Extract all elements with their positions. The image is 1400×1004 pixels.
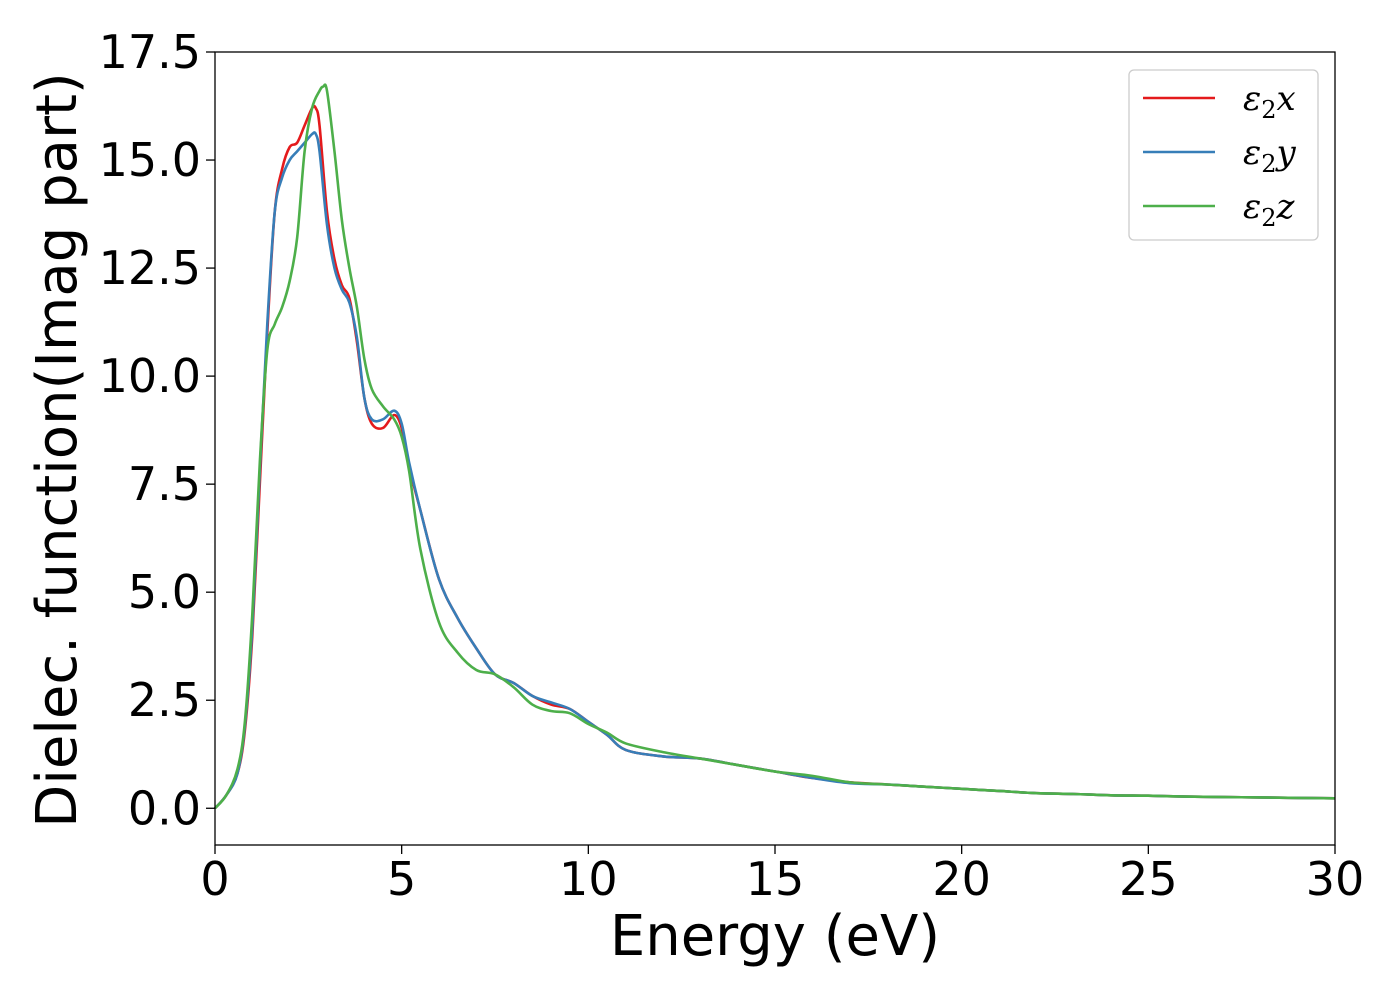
y-tick-label: 7.5 bbox=[128, 457, 201, 511]
y-tick-label: 15.0 bbox=[99, 133, 201, 187]
x-tick-label: 10 bbox=[559, 852, 618, 906]
x-tick-label: 25 bbox=[1119, 852, 1178, 906]
series-line-3 bbox=[214, 83, 1336, 810]
x-tick-label: 0 bbox=[200, 852, 229, 906]
y-tick-label: 2.5 bbox=[128, 673, 201, 727]
y-axis-title: Dielec. function(Imag part) bbox=[25, 72, 90, 828]
legend-label: ε2z bbox=[1243, 187, 1296, 232]
x-tick-label: 30 bbox=[1306, 852, 1365, 906]
x-tick-label: 15 bbox=[746, 852, 805, 906]
legend-box bbox=[1128, 69, 1319, 241]
y-axis: 0.0 2.5 5.0 7.5 10.0 12.5 15.0 17.5 bbox=[99, 25, 215, 835]
legend-label: ε2x bbox=[1243, 79, 1296, 124]
y-tick-label: 12.5 bbox=[99, 241, 201, 295]
y-tick-label: 10.0 bbox=[99, 349, 201, 403]
x-tick-label: 20 bbox=[932, 852, 991, 906]
legend-label: ε2y bbox=[1243, 133, 1297, 178]
series-layer bbox=[214, 83, 1336, 810]
x-axis-title: Energy (eV) bbox=[610, 904, 940, 969]
x-axis: 0 5 10 15 20 25 30 bbox=[200, 845, 1364, 906]
y-tick-label: 17.5 bbox=[99, 25, 201, 79]
legend: ε2x ε2y ε2z bbox=[1128, 69, 1319, 241]
x-tick-label: 5 bbox=[387, 852, 416, 906]
y-tick-label: 0.0 bbox=[128, 781, 201, 835]
y-tick-label: 5.0 bbox=[128, 565, 201, 619]
